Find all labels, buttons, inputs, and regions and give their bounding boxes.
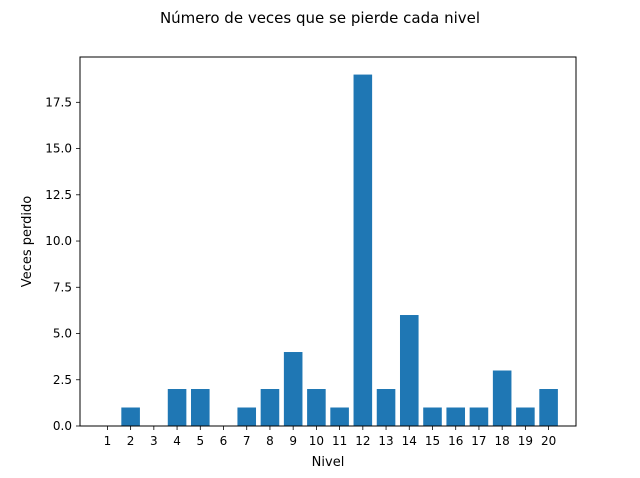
bar-nivel-19	[516, 407, 535, 426]
x-tick-label: 10	[309, 434, 324, 448]
y-tick-label: 7.5	[53, 280, 72, 294]
bar-nivel-12	[353, 74, 373, 426]
x-tick-label: 18	[495, 434, 510, 448]
bar-nivel-16	[446, 407, 466, 426]
bar-nivel-11	[330, 407, 349, 426]
x-tick-label: 12	[355, 434, 370, 448]
bar-nivel-10	[307, 389, 326, 426]
y-tick-label: 12.5	[45, 188, 72, 202]
x-tick-label: 4	[173, 434, 181, 448]
bar-nivel-13	[376, 389, 396, 426]
x-axis-ticks: 1 2 3 4 5 6 7 8 9 10 11 12 13 14 15 16 17 18 19 20	[104, 426, 556, 448]
x-tick-label: 15	[425, 434, 440, 448]
bar-nivel-20	[539, 389, 558, 426]
x-tick-label: 5	[196, 434, 204, 448]
y-axis-label: Veces perdido	[20, 196, 35, 287]
x-tick-label: 3	[150, 434, 158, 448]
bar-nivel-8	[260, 389, 280, 426]
x-tick-label: 2	[127, 434, 135, 448]
x-tick-label: 16	[448, 434, 463, 448]
y-tick-label: 2.5	[53, 373, 72, 387]
bar-nivel-17	[469, 407, 489, 426]
x-tick-label: 6	[220, 434, 228, 448]
y-tick-label: 0.0	[53, 419, 72, 433]
bar-nivel-14	[399, 315, 419, 426]
y-tick-label: 10.0	[45, 234, 72, 248]
x-tick-label: 7	[243, 434, 251, 448]
y-axis-ticks: 0.0 2.5 5.0 7.5 10.0 12.5 15.0 17.5	[45, 95, 80, 433]
bars-group	[121, 74, 558, 426]
x-tick-label: 9	[289, 434, 297, 448]
x-tick-label: 8	[266, 434, 274, 448]
bar-nivel-9	[283, 352, 303, 426]
chart-title: Número de veces que se pierde cada nivel	[160, 9, 480, 27]
x-tick-label: 19	[518, 434, 533, 448]
plot-frame	[79, 56, 577, 427]
x-tick-label: 11	[332, 434, 347, 448]
x-tick-label: 17	[471, 434, 486, 448]
bar-nivel-2	[121, 407, 140, 426]
x-tick-label: 20	[541, 434, 556, 448]
x-axis-label: Nivel	[312, 455, 345, 470]
y-tick-label: 17.5	[45, 95, 72, 109]
x-tick-label: 1	[104, 434, 112, 448]
bar-nivel-4	[167, 389, 187, 426]
bar-nivel-18	[492, 370, 512, 426]
y-tick-label: 5.0	[53, 327, 72, 341]
x-tick-label: 14	[402, 434, 417, 448]
bar-nivel-15	[423, 407, 442, 426]
y-tick-label: 15.0	[45, 142, 72, 156]
bar-nivel-7	[237, 407, 257, 426]
bar-nivel-5	[191, 389, 210, 426]
x-tick-label: 13	[378, 434, 393, 448]
